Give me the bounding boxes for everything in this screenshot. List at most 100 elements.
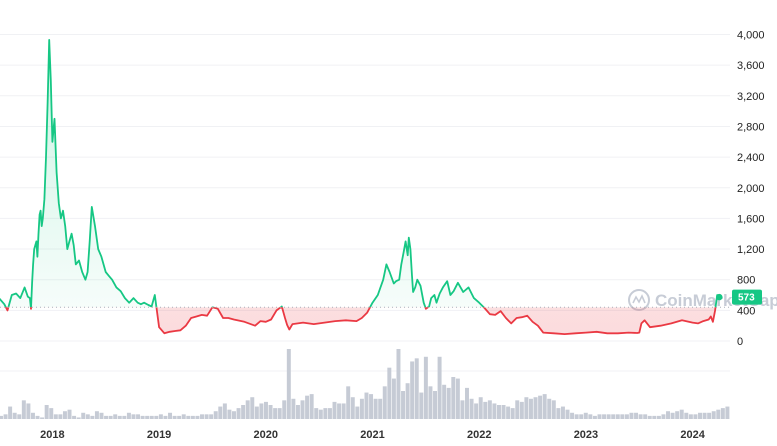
volume-bar <box>62 411 67 419</box>
area-above-baseline <box>0 39 720 308</box>
x-tick-label: 2021 <box>360 429 384 441</box>
volume-bar <box>67 409 72 419</box>
volume-bar <box>295 405 300 419</box>
volume-bar <box>711 411 716 419</box>
volume-bar <box>364 392 369 419</box>
volume-bar <box>565 409 570 419</box>
volume-bar <box>259 403 264 419</box>
volume-bar <box>90 415 95 419</box>
volume-bar <box>428 386 433 419</box>
volume-bar <box>410 361 415 419</box>
volume-bar <box>332 401 337 419</box>
volume-bar <box>570 412 575 419</box>
y-tick-label: 1,200 <box>737 244 765 256</box>
x-tick-label: 2020 <box>254 429 278 441</box>
volume-bar <box>620 414 625 419</box>
volume-bar <box>273 408 278 419</box>
volume-bar <box>346 386 351 419</box>
volume-bar <box>656 415 661 419</box>
volume-bar <box>455 378 460 419</box>
volume-bar <box>524 397 529 419</box>
volume-bar <box>99 412 104 419</box>
volume-bar <box>451 377 456 419</box>
volume-bar <box>263 401 268 419</box>
volume-bar <box>209 414 214 419</box>
y-tick-label: 2,000 <box>737 183 765 195</box>
volume-bar <box>350 397 355 419</box>
volume-bar <box>437 356 442 419</box>
volume-bar <box>496 405 501 419</box>
volume-bar <box>94 411 99 419</box>
volume-bar <box>423 356 428 419</box>
volume-bar <box>624 414 629 419</box>
volume-bar <box>396 349 401 419</box>
volume-bar <box>515 400 520 419</box>
volume-bar <box>707 412 712 419</box>
volume-bar <box>465 387 469 419</box>
volume-bar <box>579 414 584 419</box>
volume-bar <box>547 398 552 419</box>
volume-bar <box>684 412 689 419</box>
current-price-badge: 573 <box>716 289 762 305</box>
volume-bar <box>506 406 511 419</box>
y-tick-label: 0 <box>737 336 743 348</box>
volume-bar <box>597 414 602 419</box>
y-tick-label: 4,000 <box>737 30 765 42</box>
volume-bar <box>40 417 45 419</box>
volume-bar <box>158 414 163 419</box>
x-tick-label: 2019 <box>147 429 171 441</box>
volume-bar <box>113 414 118 419</box>
volume-bar <box>629 412 634 419</box>
x-tick-label: 2018 <box>40 429 64 441</box>
volume-bar <box>195 415 200 419</box>
volume-bar <box>460 400 465 419</box>
y-tick-label: 1,600 <box>737 213 765 225</box>
y-tick-label: 3,200 <box>737 91 765 103</box>
line-above-baseline <box>0 39 720 308</box>
volume-bar <box>254 406 259 419</box>
volume-bar <box>560 406 565 419</box>
volume-bar <box>615 414 620 419</box>
volume-bar <box>218 406 223 419</box>
volume-bar <box>21 400 26 419</box>
volume-bar <box>538 395 543 419</box>
current-price-dot <box>716 293 723 301</box>
volume-bar <box>606 414 611 419</box>
volume-bar <box>647 415 652 419</box>
volume-bar <box>483 401 488 419</box>
volume-bar <box>81 412 86 419</box>
volume-bar <box>474 403 479 419</box>
volume-bar <box>533 397 538 419</box>
x-tick-label: 2022 <box>467 429 491 441</box>
volume-bar <box>163 415 168 419</box>
volume-bar <box>277 408 282 419</box>
x-tick-label: 2023 <box>574 429 598 441</box>
volume-bar <box>574 414 579 419</box>
volume-bar <box>117 415 122 419</box>
volume-bar <box>314 408 319 419</box>
volume-bar <box>359 398 364 419</box>
volume-bar <box>378 398 383 419</box>
volume-bar <box>442 384 447 419</box>
volume-bar <box>414 358 419 419</box>
volume-bar <box>551 400 556 419</box>
volume-bar <box>355 406 360 419</box>
volume-bar <box>688 414 693 419</box>
volume-bar <box>250 397 255 419</box>
x-tick-label: 2024 <box>680 429 705 441</box>
volume-bar <box>679 409 684 419</box>
volume-bar <box>611 414 616 419</box>
volume-bar <box>186 415 191 419</box>
volume-bar <box>149 415 154 419</box>
volume-bar <box>26 403 31 419</box>
volume-bar <box>318 409 323 419</box>
volume-bar <box>661 414 666 419</box>
volume-bar <box>725 406 730 419</box>
price-badge-box <box>732 289 762 305</box>
volume-bar <box>309 394 314 419</box>
volume-bar <box>58 414 63 419</box>
volume-bar <box>592 415 597 419</box>
volume-bar <box>232 411 236 419</box>
volume-bar <box>8 406 13 419</box>
